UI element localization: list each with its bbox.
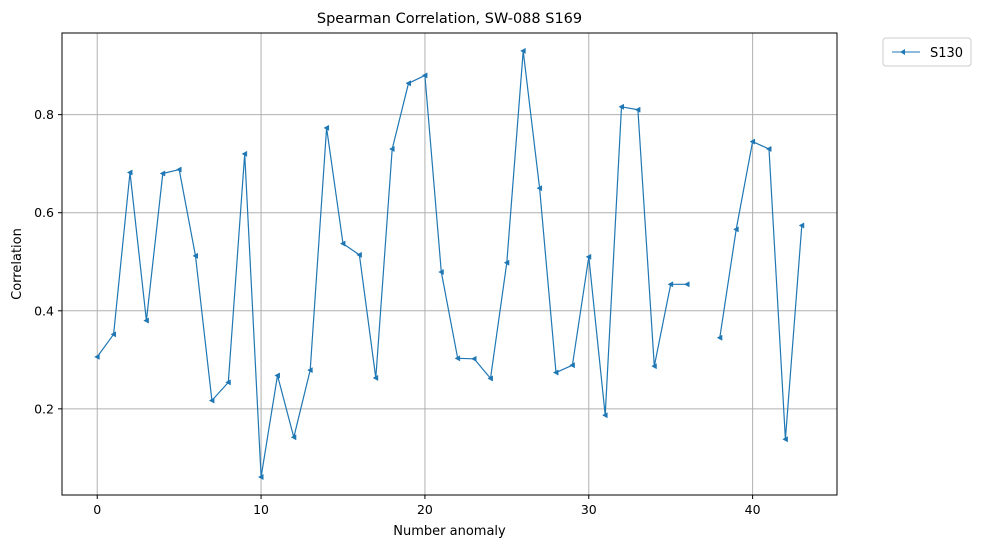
legend-marker-icon	[900, 49, 905, 55]
y-tick-label: 0.2	[34, 401, 54, 416]
data-point	[192, 252, 198, 259]
data-point	[470, 355, 477, 362]
data-point	[421, 72, 428, 79]
data-point	[225, 379, 231, 386]
data-point	[372, 374, 379, 381]
y-axis: 0.2 0.4 0.6 0.8	[34, 107, 62, 416]
data-point	[307, 367, 313, 374]
chart-title: Spearman Correlation, SW-088 S169	[317, 11, 582, 27]
series-line	[719, 141, 803, 440]
legend-box	[882, 37, 972, 67]
data-point	[716, 334, 723, 341]
data-point	[339, 240, 346, 247]
data-point	[487, 375, 493, 382]
data-point	[159, 170, 166, 177]
data-point	[782, 436, 788, 443]
data-point	[110, 331, 117, 338]
data-point	[405, 80, 411, 87]
grid	[62, 33, 837, 495]
data-point	[389, 145, 395, 152]
plot-frame	[61, 32, 838, 496]
data-point	[438, 269, 444, 276]
data-point	[94, 353, 100, 360]
x-axis: 0 10 20 30 40	[93, 495, 761, 517]
y-axis-label: Correlation	[10, 228, 25, 300]
x-tick-label: 10	[253, 502, 269, 517]
data-point	[765, 145, 772, 152]
data-point	[667, 281, 674, 288]
data-point	[257, 473, 264, 481]
data-point	[143, 317, 149, 324]
series-layer	[94, 47, 805, 481]
data-point	[634, 106, 641, 113]
data-point	[651, 363, 657, 370]
data-point	[126, 169, 133, 176]
data-point	[536, 185, 543, 192]
y-tick-label: 0.4	[34, 303, 54, 318]
data-point	[618, 103, 624, 110]
y-tick-label: 0.8	[34, 107, 54, 122]
data-point	[274, 372, 280, 379]
x-tick-label: 0	[93, 502, 101, 517]
data-point	[733, 226, 739, 233]
data-point	[602, 412, 608, 419]
data-point	[208, 397, 215, 404]
x-axis-label: Number anomaly	[393, 524, 506, 539]
data-point	[323, 124, 330, 131]
data-point	[356, 251, 362, 258]
data-point	[241, 150, 248, 157]
data-point	[552, 369, 559, 376]
data-point	[290, 434, 297, 441]
data-point	[798, 222, 805, 229]
x-tick-label: 30	[581, 502, 597, 517]
data-point	[503, 259, 510, 266]
data-point	[683, 281, 690, 288]
data-point	[569, 362, 575, 369]
y-tick-label: 0.6	[34, 205, 54, 220]
data-point	[749, 138, 756, 145]
legend: S130	[882, 37, 972, 67]
data-point	[520, 47, 526, 54]
data-point	[454, 355, 461, 362]
data-point	[585, 253, 592, 260]
legend-label: S130	[930, 46, 963, 61]
x-tick-label: 40	[745, 502, 761, 517]
x-tick-label: 20	[417, 502, 433, 517]
data-point	[176, 166, 182, 173]
